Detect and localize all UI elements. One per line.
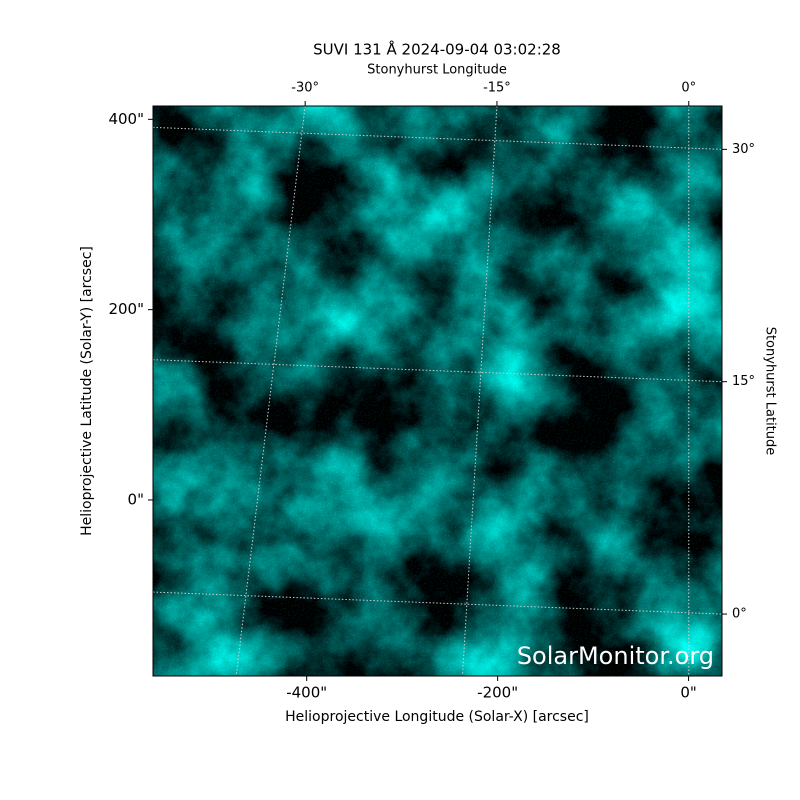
y2-axis-label: Stonyhurst Latitude: [763, 327, 778, 456]
x2-tick-label: 0°: [681, 81, 696, 96]
x2-axis-label: Stonyhurst Longitude: [367, 63, 507, 78]
chart-title: SUVI 131 Å 2024-09-04 03:02:28: [313, 40, 561, 59]
grid-line: [153, 359, 722, 383]
y2-tick-label: 15°: [732, 374, 755, 389]
x-tick-label: 0": [680, 684, 696, 702]
y-tick-label: 200": [108, 300, 144, 318]
y2-tick-label: 0°: [732, 607, 747, 622]
y-tick-label: 0": [128, 490, 144, 508]
grid-line: [461, 106, 498, 676]
grid-line: [235, 106, 306, 676]
watermark: SolarMonitor.org: [517, 642, 714, 670]
grid-line: [153, 126, 722, 150]
y2-tick-label: 30°: [732, 142, 755, 157]
axes-frame: [152, 105, 723, 677]
x-axis-label: Helioprojective Longitude (Solar-X) [arc…: [285, 709, 589, 725]
solar-image: [153, 106, 722, 676]
graticule: [153, 106, 722, 676]
x2-tick-label: -30°: [291, 81, 319, 96]
x-tick-label: -200": [477, 684, 518, 702]
x2-tick-label: -15°: [483, 81, 511, 96]
grid-line: [153, 591, 722, 615]
y-tick-label: 400": [108, 110, 144, 128]
y-axis-label: Helioprojective Latitude (Solar-Y) [arcs…: [79, 246, 95, 536]
x-tick-label: -400": [286, 684, 327, 702]
